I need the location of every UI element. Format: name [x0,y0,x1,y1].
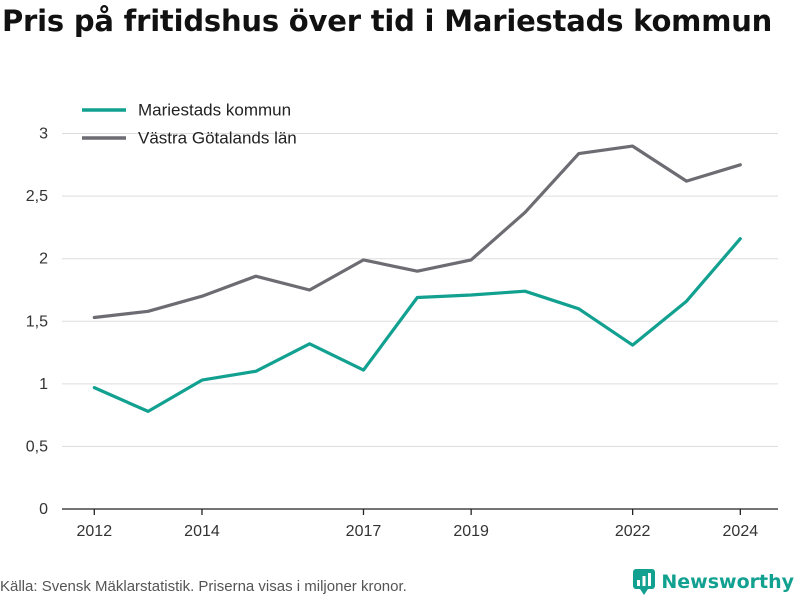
y-tick-label: 2 [39,251,48,268]
x-tick-label: 2017 [346,523,382,540]
axes: 0 0,5 1 1,5 2 2,5 3 2012 2014 2017 2019 2022 2024 [26,126,778,540]
y-tick-label: 1,5 [26,313,48,330]
legend-label: Mariestads kommun [138,101,291,120]
brand-logo[interactable]: Newsworthy [633,569,794,595]
y-tick-label: 2,5 [26,188,48,205]
series-line-mariestads-kommun [92,237,742,413]
brand-name: Newsworthy [661,571,794,593]
x-tick-label: 2024 [723,523,759,540]
source-note: Källa: Svensk Mäklarstatistik. Priserna … [0,578,407,595]
y-tick-label: 0,5 [26,438,48,455]
series-lines [92,144,742,413]
y-tick-label: 1 [39,376,48,393]
line-chart: 0 0,5 1 1,5 2 2,5 3 2012 2014 2017 2019 2022 2024 Ma… [26,101,778,540]
legend: Mariestads kommun Västra Götalands län [82,101,297,148]
x-tick-label: 2022 [615,523,651,540]
legend-label: Västra Götalands län [138,129,297,148]
x-tick-label: 2019 [453,523,489,540]
y-tick-label: 3 [39,126,48,143]
newsworthy-logo-icon [633,569,656,595]
grid-lines [62,133,778,447]
chart-title: Pris på fritidshus över tid i Mariestads… [2,4,773,38]
series-line-västra-götalands-län [92,144,742,320]
x-tick-label: 2014 [184,523,220,540]
y-tick-label: 0 [39,501,48,518]
x-tick-label: 2012 [77,523,113,540]
